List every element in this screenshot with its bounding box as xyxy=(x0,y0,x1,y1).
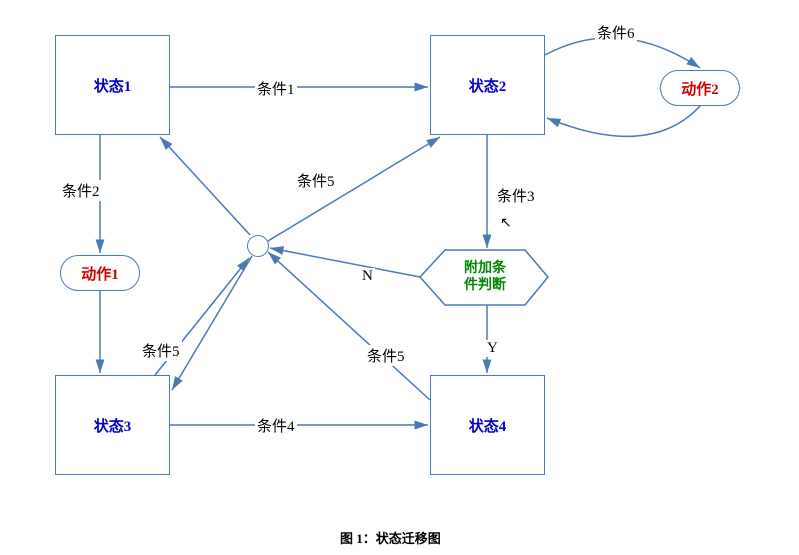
node-action1: 动作1 xyxy=(60,255,140,291)
state-transition-diagram: 状态1 状态2 状态3 状态4 动作1 动作2 附加条 件判断 条件1 条件2 … xyxy=(0,0,799,555)
action2-label: 动作2 xyxy=(681,78,719,99)
label-cond5c: 条件5 xyxy=(365,345,407,366)
state4-label: 状态4 xyxy=(469,415,507,436)
state2-label: 状态2 xyxy=(469,75,507,96)
state1-label: 状态1 xyxy=(94,75,132,96)
node-state3: 状态3 xyxy=(55,375,170,475)
node-state1: 状态1 xyxy=(55,35,170,135)
node-decision: 附加条 件判断 xyxy=(430,253,540,303)
label-cond2: 条件2 xyxy=(60,180,102,201)
node-action2: 动作2 xyxy=(660,70,740,106)
action1-label: 动作1 xyxy=(81,263,119,284)
label-cond3: 条件3 xyxy=(495,185,537,206)
label-cond4: 条件4 xyxy=(255,415,297,436)
label-cond5b: 条件5 xyxy=(140,340,182,361)
label-N: N xyxy=(360,268,375,285)
label-cond6: 条件6 xyxy=(595,22,637,43)
node-junction xyxy=(247,235,269,257)
label-cond5a: 条件5 xyxy=(295,170,337,191)
label-cond1: 条件1 xyxy=(255,78,297,99)
figure-caption: 图 1：状态迁移图 xyxy=(340,528,441,547)
cursor-icon: ↖ xyxy=(500,215,512,232)
label-Y: Y xyxy=(485,340,500,357)
state3-label: 状态3 xyxy=(94,415,132,436)
node-state2: 状态2 xyxy=(430,35,545,135)
decision-label: 附加条 件判断 xyxy=(464,261,506,295)
node-state4: 状态4 xyxy=(430,375,545,475)
